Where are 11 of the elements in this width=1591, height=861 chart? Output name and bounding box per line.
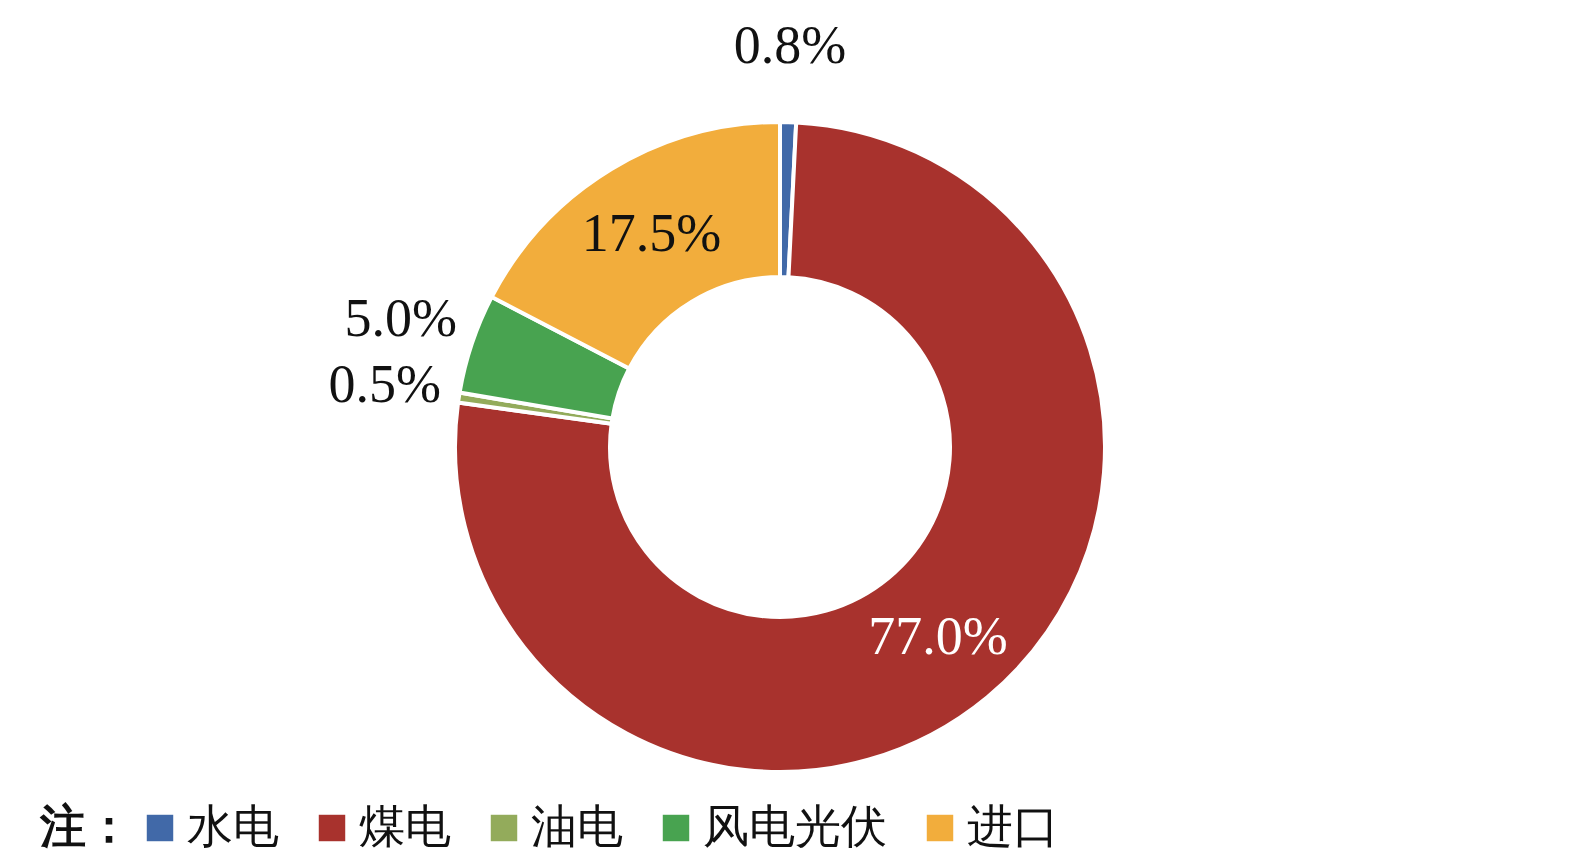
legend-label: 煤电: [359, 799, 451, 853]
legend-label: 风电光伏: [703, 799, 887, 853]
data-label: 5.0%: [344, 287, 458, 348]
legend-label: 水电: [187, 799, 279, 853]
data-label: 0.8%: [733, 15, 847, 76]
data-label: 17.5%: [581, 203, 722, 264]
legend-title: 注：: [39, 799, 132, 853]
legend-label: 油电: [531, 799, 623, 853]
legend-label: 进口: [967, 799, 1059, 853]
data-label: 0.5%: [328, 354, 441, 415]
data-label: 77.0%: [868, 605, 1008, 666]
